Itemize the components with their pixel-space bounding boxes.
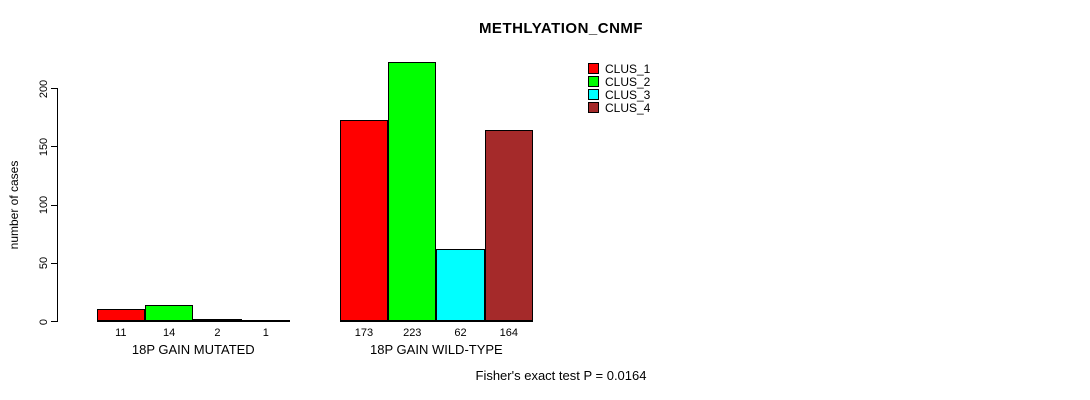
y-tick-mark [51, 321, 57, 322]
bar-value-label: 164 [499, 326, 519, 339]
y-tick-mark [51, 204, 57, 206]
group-baseline [339, 321, 533, 322]
bar-value-label: 173 [354, 326, 374, 339]
bar-clus_2 [145, 305, 194, 322]
y-tick-label: 200 [38, 79, 50, 98]
group-label: 18P GAIN WILD-TYPE [370, 341, 503, 357]
y-tick-mark [51, 146, 57, 148]
legend-row-clus_2: CLUS_2 [588, 74, 651, 89]
bar-clus_1 [96, 308, 145, 322]
bar-value-label: 223 [403, 326, 422, 339]
y-tick-mark [51, 262, 57, 264]
group-label: 18P GAIN MUTATED [131, 341, 255, 357]
bar-value-label: 62 [454, 326, 467, 339]
bar-clus_2 [388, 61, 437, 322]
legend-row-clus_4: CLUS_4 [588, 100, 651, 115]
legend-label: CLUS_2 [605, 74, 651, 89]
y-tick-label: 50 [38, 257, 50, 270]
bar-value-label: 1 [262, 326, 269, 339]
legend-row-clus_3: CLUS_3 [588, 87, 651, 102]
y-tick-label: 100 [38, 195, 50, 215]
bar-clus_4 [241, 320, 290, 323]
group-baseline [96, 321, 290, 322]
legend-swatch-icon [588, 76, 599, 87]
bar-clus_4 [484, 130, 533, 322]
y-axis-title: number of cases [7, 160, 21, 250]
legend-label: CLUS_4 [605, 100, 651, 115]
y-axis-line [57, 88, 58, 322]
legend-row-clus_1: CLUS_1 [588, 61, 651, 76]
bar-value-label: 2 [214, 326, 221, 339]
bar-clus_3 [436, 249, 485, 322]
legend-label: CLUS_3 [605, 87, 651, 102]
chart-title: METHLYATION_CNMF [478, 20, 644, 37]
bar-clus_1 [339, 119, 389, 322]
bar-value-label: 14 [163, 326, 176, 339]
bar-value-label: 11 [115, 326, 127, 339]
legend-swatch-icon [588, 89, 599, 100]
legend-swatch-icon [588, 63, 599, 74]
footer-note: Fisher's exact test P = 0.0164 [475, 368, 647, 383]
legend-label: CLUS_1 [605, 61, 651, 76]
y-tick-mark [51, 88, 57, 89]
legend: CLUS_1 CLUS_2 CLUS_3 CLUS_4 [588, 61, 651, 115]
y-tick-label: 150 [38, 137, 50, 156]
bar-clus_3 [193, 319, 242, 322]
legend-swatch-icon [588, 102, 599, 113]
y-tick-label: 0 [38, 318, 50, 325]
